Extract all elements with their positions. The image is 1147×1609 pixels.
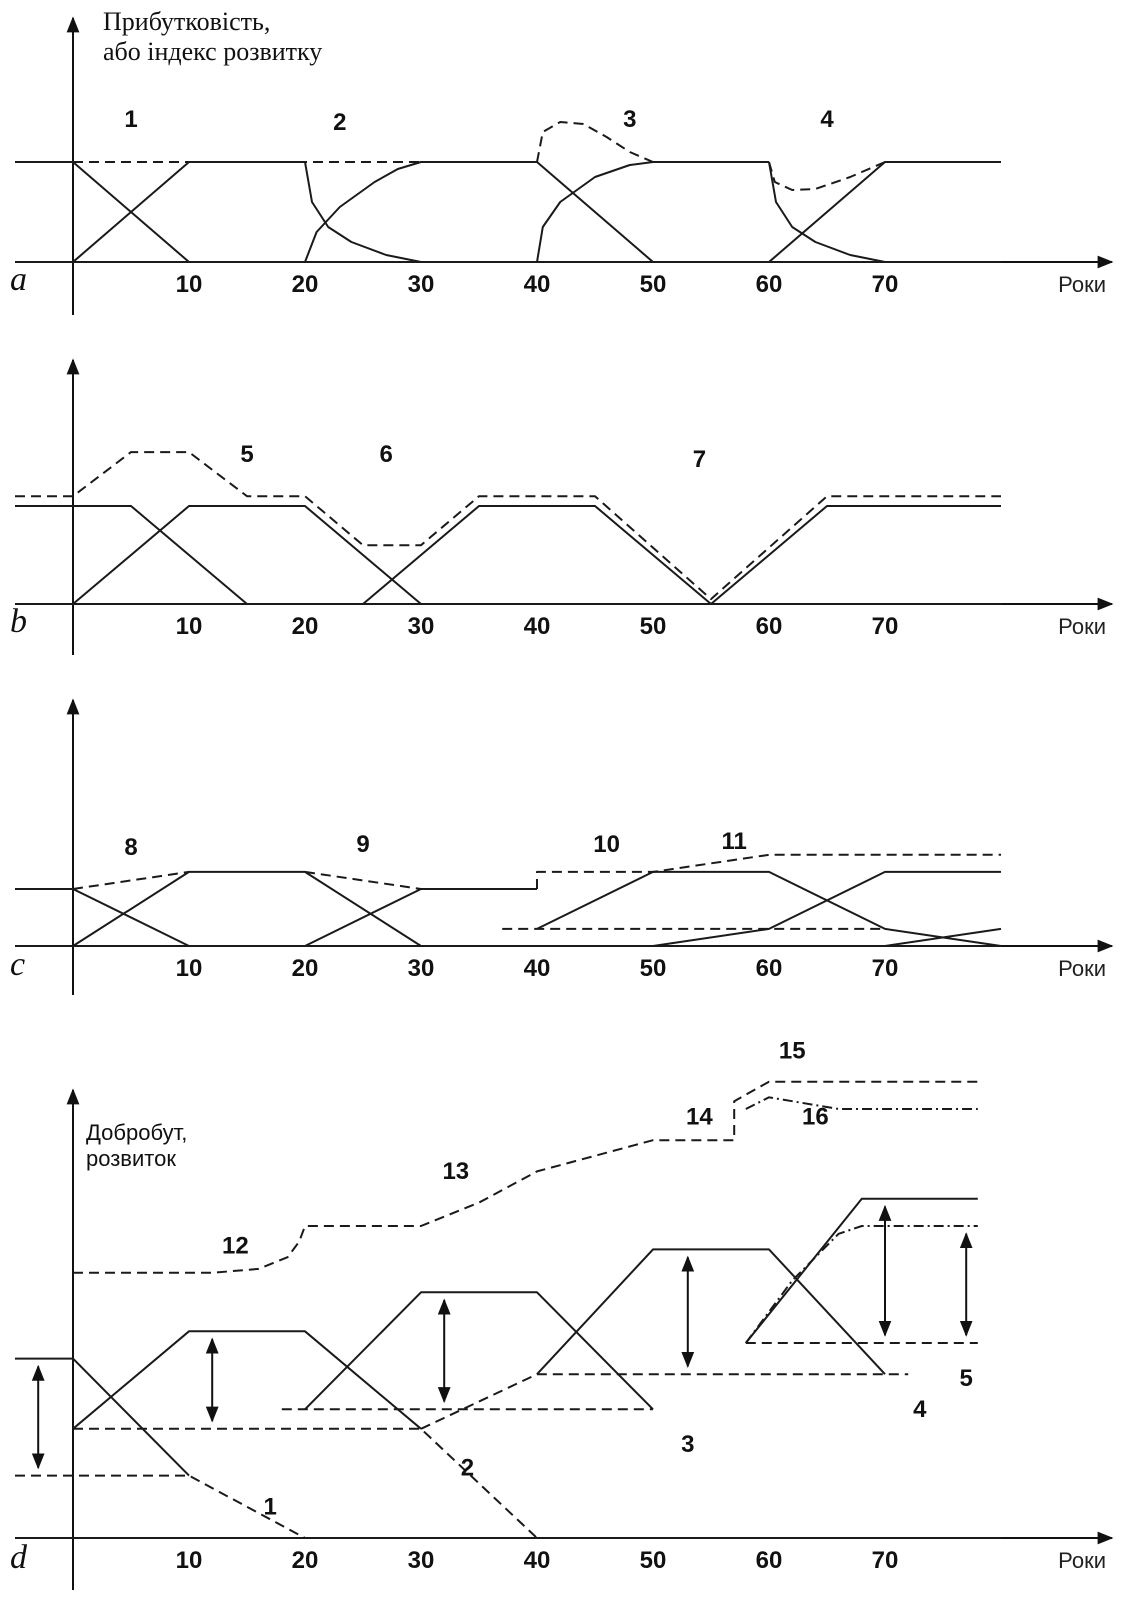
panel-label: d — [10, 1539, 28, 1576]
x-tick-label: 60 — [756, 955, 783, 982]
y-axis-label: розвиток — [86, 1146, 176, 1171]
panel-c: 10 20 30 40 50 60 70 Роки c 8 9 10 11 — [10, 698, 1114, 995]
series-line-a-10 — [768, 161, 886, 191]
x-tick-label: 70 — [872, 955, 899, 982]
series-line-c-3 — [536, 870, 1002, 947]
x-tick-label: 30 — [408, 1547, 435, 1574]
series-number-label: 12 — [222, 1232, 249, 1259]
x-axis-label: Роки — [1058, 956, 1106, 981]
series-number-label: 4 — [913, 1396, 927, 1423]
series-number-label: 2 — [333, 109, 346, 136]
x-tick-label: 30 — [408, 271, 435, 298]
series-line-d-7 — [73, 1427, 538, 1539]
x-tick-label: 50 — [640, 955, 667, 982]
series-line-a-5 — [768, 161, 886, 263]
series-line-c-8 — [304, 870, 422, 890]
y-axis-label: Прибутковість, — [103, 7, 270, 36]
series-line-a-3 — [304, 161, 654, 263]
series-number-label: 8 — [124, 834, 137, 861]
series-line-d-1 — [72, 1330, 422, 1430]
series-number-label: 6 — [380, 441, 393, 468]
x-tick-label: 20 — [292, 955, 319, 982]
series-line-b-4 — [15, 451, 1001, 601]
series-line-c-0 — [15, 888, 190, 947]
x-tick-label: 10 — [176, 613, 203, 640]
y-axis-label: або індекс розвитку — [103, 37, 322, 66]
series-line-d-3 — [536, 1248, 886, 1375]
x-tick-label: 70 — [872, 1547, 899, 1574]
x-tick-label: 40 — [524, 955, 551, 982]
series-number-label: 1 — [124, 106, 137, 133]
series-number-label: 5 — [960, 1365, 973, 1392]
x-tick-label: 40 — [524, 1547, 551, 1574]
panel-label: c — [10, 946, 25, 983]
series-line-b-1 — [72, 505, 422, 605]
x-tick-label: 70 — [872, 613, 899, 640]
x-axis-label: Роки — [1058, 614, 1106, 639]
x-tick-label: 50 — [640, 271, 667, 298]
series-line-d-0 — [15, 1357, 190, 1477]
series-line-d-11 — [73, 1080, 978, 1274]
series-line-a-0 — [15, 161, 190, 263]
series-number-label: 13 — [442, 1158, 469, 1185]
x-tick-label: 40 — [524, 613, 551, 640]
panel-a: 10 20 30 40 50 60 70 Роки a Прибутковість,або інд… — [10, 7, 1114, 315]
x-tick-label: 10 — [176, 955, 203, 982]
x-axis-label: Роки — [1058, 1548, 1106, 1573]
series-line-b-2 — [362, 505, 1001, 605]
series-number-label: 11 — [722, 828, 747, 855]
series-line-a-9 — [536, 121, 654, 163]
series-number-label: 10 — [593, 831, 620, 858]
series-number-label: 14 — [686, 1104, 713, 1131]
series-line-d-9 — [420, 1373, 909, 1430]
series-line-a-6 — [768, 161, 1001, 263]
panel-label: a — [10, 261, 27, 298]
series-line-c-9 — [536, 853, 1001, 889]
x-tick-label: 50 — [640, 613, 667, 640]
x-tick-label: 10 — [176, 1547, 203, 1574]
series-number-label: 3 — [681, 1431, 694, 1458]
series-line-c-2 — [304, 888, 537, 947]
series-line-a-4 — [536, 161, 769, 263]
series-number-label: 5 — [240, 441, 253, 468]
series-line-a-2 — [304, 161, 422, 263]
x-tick-label: 60 — [756, 1547, 783, 1574]
x-tick-label: 60 — [756, 613, 783, 640]
series-number-label: 2 — [461, 1455, 474, 1482]
series-number-label: 15 — [779, 1037, 806, 1064]
series-line-d-13 — [744, 1225, 978, 1344]
panel-b: 10 20 30 40 50 60 70 Роки b 5 6 7 — [10, 358, 1114, 655]
series-line-d-12 — [745, 1096, 978, 1110]
x-tick-label: 10 — [176, 271, 203, 298]
series-number-label: 7 — [693, 446, 706, 473]
series-number-label: 1 — [264, 1494, 277, 1521]
series-line-d-6 — [15, 1474, 306, 1539]
x-tick-label: 20 — [292, 271, 319, 298]
series-line-d-2 — [304, 1291, 654, 1411]
x-tick-label: 70 — [872, 271, 899, 298]
y-axis-label: Добробут, — [86, 1120, 187, 1145]
panel-label: b — [10, 603, 27, 640]
x-tick-label: 20 — [292, 1547, 319, 1574]
series-line-c-7 — [72, 870, 190, 890]
series-line-c-1 — [72, 870, 422, 947]
series-number-label: 9 — [356, 831, 369, 858]
series-number-label: 16 — [802, 1104, 829, 1131]
x-tick-label: 50 — [640, 1547, 667, 1574]
x-axis-label: Роки — [1058, 272, 1106, 297]
x-tick-label: 20 — [292, 613, 319, 640]
series-line-c-4 — [652, 870, 1001, 947]
x-tick-label: 30 — [408, 955, 435, 982]
series-line-b-0 — [15, 505, 248, 605]
panel-d: 10 20 30 40 50 60 70 РокиdДобробут,розвиток1234… — [10, 1037, 1114, 1590]
x-tick-label: 60 — [756, 271, 783, 298]
series-line-d-4 — [745, 1197, 978, 1344]
series-line-c-5 — [884, 927, 1002, 947]
series-number-label: 3 — [623, 106, 636, 133]
series-number-label: 4 — [820, 106, 834, 133]
x-tick-label: 40 — [524, 271, 551, 298]
series-line-a-1 — [72, 161, 305, 263]
x-tick-label: 30 — [408, 613, 435, 640]
